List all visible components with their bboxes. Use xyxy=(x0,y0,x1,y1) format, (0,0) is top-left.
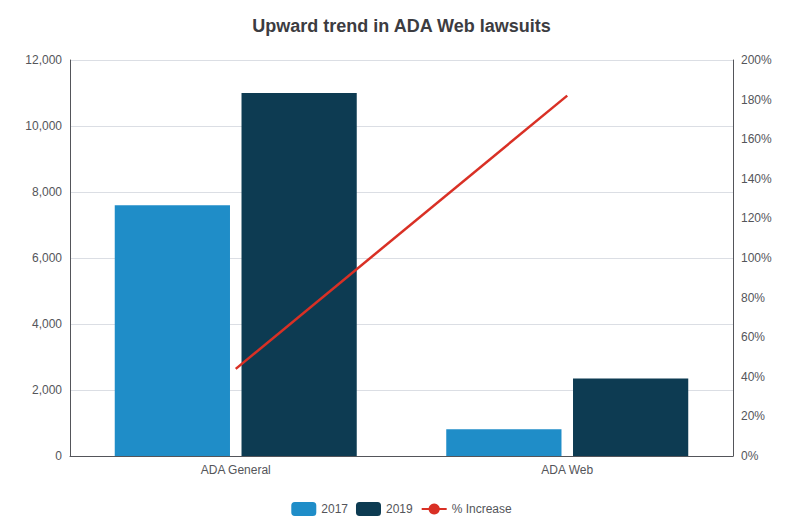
svg-text:120%: 120% xyxy=(741,211,772,225)
svg-text:140%: 140% xyxy=(741,172,772,186)
svg-text:4,000: 4,000 xyxy=(32,317,62,331)
svg-text:80%: 80% xyxy=(741,291,765,305)
svg-text:ADA Web: ADA Web xyxy=(541,463,593,477)
svg-text:2017: 2017 xyxy=(321,502,348,516)
svg-text:2,000: 2,000 xyxy=(32,383,62,397)
svg-text:180%: 180% xyxy=(741,93,772,107)
svg-text:60%: 60% xyxy=(741,330,765,344)
svg-text:2019: 2019 xyxy=(386,502,413,516)
svg-text:0: 0 xyxy=(55,449,62,463)
svg-text:6,000: 6,000 xyxy=(32,251,62,265)
svg-text:40%: 40% xyxy=(741,370,765,384)
svg-text:0%: 0% xyxy=(741,449,759,463)
svg-text:20%: 20% xyxy=(741,409,765,423)
svg-text:% Increase: % Increase xyxy=(452,502,512,516)
svg-text:100%: 100% xyxy=(741,251,772,265)
svg-text:10,000: 10,000 xyxy=(25,119,62,133)
svg-text:Upward trend in ADA Web lawsui: Upward trend in ADA Web lawsuits xyxy=(252,16,550,36)
svg-text:8,000: 8,000 xyxy=(32,185,62,199)
svg-text:200%: 200% xyxy=(741,53,772,67)
svg-text:12,000: 12,000 xyxy=(25,53,62,67)
svg-text:160%: 160% xyxy=(741,132,772,146)
svg-text:ADA General: ADA General xyxy=(201,463,271,477)
